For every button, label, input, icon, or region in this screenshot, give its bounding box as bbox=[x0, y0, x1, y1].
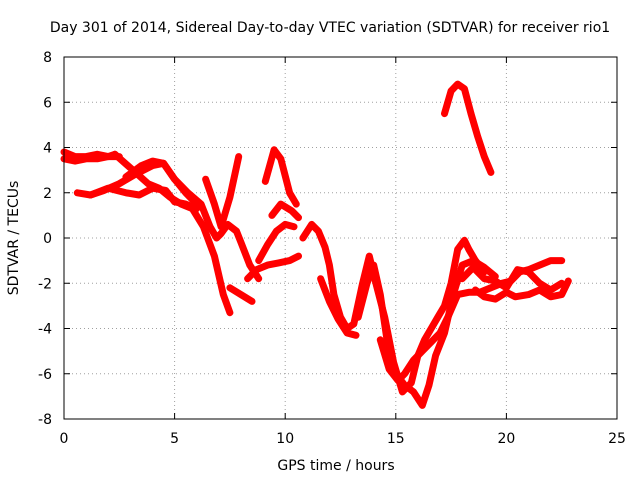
series-trace-2 bbox=[60, 150, 119, 165]
series-trace-14 bbox=[317, 275, 360, 339]
series-trace-18 bbox=[471, 277, 572, 303]
x-tick-label: 0 bbox=[60, 431, 69, 447]
chart-title: Day 301 of 2014, Sidereal Day-to-day VTE… bbox=[50, 20, 610, 36]
gridlines bbox=[64, 57, 617, 419]
series-trace-12 bbox=[268, 200, 302, 222]
y-axis-label: SDTVAR / TECUs bbox=[6, 181, 22, 296]
y-tick-label: -8 bbox=[38, 412, 52, 428]
series-trace-15 bbox=[354, 257, 499, 409]
series-trace-11 bbox=[261, 146, 300, 208]
y-tick-label: 0 bbox=[43, 231, 52, 247]
y-tick-label: 4 bbox=[43, 141, 52, 157]
x-tick-label: 20 bbox=[497, 431, 515, 447]
x-tick-label: 15 bbox=[387, 431, 405, 447]
series-trace-5 bbox=[87, 184, 201, 213]
data-series bbox=[60, 80, 572, 409]
series-trace-6 bbox=[122, 157, 263, 283]
series-trace-17 bbox=[458, 263, 566, 294]
series-trace-19 bbox=[441, 80, 495, 176]
x-tick-label: 10 bbox=[276, 431, 294, 447]
y-tick-label: -6 bbox=[38, 367, 52, 383]
y-tick-label: -2 bbox=[38, 276, 52, 292]
series-trace-9 bbox=[244, 252, 302, 283]
x-tick-label: 25 bbox=[608, 431, 626, 447]
series-trace-8 bbox=[226, 284, 256, 305]
y-tick-label: 6 bbox=[43, 95, 52, 111]
y-tick-label: 2 bbox=[43, 186, 52, 202]
y-tick-label: -4 bbox=[38, 322, 52, 338]
y-tick-label: 8 bbox=[43, 50, 52, 66]
series-trace-7 bbox=[202, 153, 243, 231]
series-trace-10 bbox=[255, 220, 298, 265]
x-tick-label: 5 bbox=[170, 431, 179, 447]
axis-ticks: 0 5 10 15 20 25 -8 -6 -4 -2 0 2 4 6 8 bbox=[38, 50, 626, 447]
x-axis-label: GPS time / hours bbox=[277, 458, 394, 474]
